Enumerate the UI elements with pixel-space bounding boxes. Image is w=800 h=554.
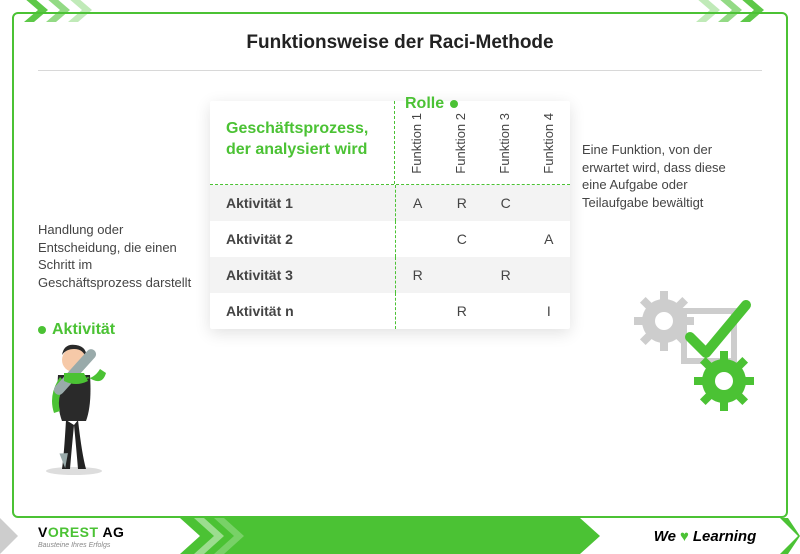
footer-chevron-strip [180, 518, 630, 554]
cell: A [528, 221, 570, 257]
cell: R [395, 257, 440, 293]
table-row: Aktivität n R I [210, 293, 570, 329]
person-illustration-icon [28, 325, 128, 480]
cell: I [528, 293, 570, 329]
footer-bar: VOREST AG Bausteine Ihres Erfolgs We ♥ L… [0, 518, 800, 554]
rolle-description: Eine Funktion, von der erwartet wird, da… [582, 141, 752, 211]
cell [528, 185, 570, 221]
footer-chevron-right-icon [780, 518, 800, 554]
heart-icon: ♥ [680, 528, 689, 545]
aktivitaet-description: Handlung oder Entscheidung, die einen Sc… [38, 221, 198, 291]
left-column: Handlung oder Entscheidung, die einen Sc… [38, 101, 198, 339]
raci-matrix-table: Aktivität 1 A R C Aktivität 2 C A [210, 185, 570, 329]
rolle-dot-icon [450, 100, 458, 108]
we-text: We [654, 528, 676, 545]
cell: A [395, 185, 440, 221]
table-corner-label: Geschäftsprozess, der analysiert wird [210, 101, 395, 184]
cell [528, 257, 570, 293]
content-frame: Funktionsweise der Raci-Methode Handlung… [12, 12, 788, 518]
cell: R [440, 185, 484, 221]
table-header-row: Geschäftsprozess, der analysiert wird Fu… [210, 101, 570, 185]
role-col-4: Funktion 4 [541, 113, 556, 174]
logo: VOREST AG Bausteine Ihres Erfolgs [20, 518, 180, 554]
table-row: Aktivität 1 A R C [210, 185, 570, 221]
divider [38, 70, 762, 71]
right-column: Eine Funktion, von der erwartet wird, da… [582, 101, 752, 211]
cell [440, 257, 484, 293]
gears-icon [614, 281, 764, 426]
cell [395, 293, 440, 329]
table-row: Aktivität 3 R R [210, 257, 570, 293]
cell [395, 221, 440, 257]
logo-v: V [38, 524, 48, 540]
cell: R [484, 257, 528, 293]
rolle-label: Rolle [405, 95, 458, 113]
logo-orest: OREST [48, 524, 99, 540]
we-love-learning: We ♥ Learning [630, 518, 780, 554]
role-col-1: Funktion 1 [409, 113, 424, 174]
page-title: Funktionsweise der Raci-Methode [38, 32, 762, 54]
role-col-2: Funktion 2 [453, 113, 468, 174]
matrix-column: Rolle Geschäftsprozess, der analysiert w… [210, 101, 570, 329]
cell: R [440, 293, 484, 329]
activity-name: Aktivität 3 [210, 257, 395, 293]
logo-subtitle: Bausteine Ihres Erfolgs [38, 542, 124, 549]
cell [484, 221, 528, 257]
activity-name: Aktivität n [210, 293, 395, 329]
raci-table-card: Geschäftsprozess, der analysiert wird Fu… [210, 101, 570, 329]
footer-chevron-left-icon [0, 518, 20, 554]
activity-name: Aktivität 2 [210, 221, 395, 257]
role-header: Funktion 1 Funktion 2 Funktion 3 Funktio… [395, 101, 570, 184]
rolle-label-text: Rolle [405, 95, 444, 113]
cell: C [484, 185, 528, 221]
table-row: Aktivität 2 C A [210, 221, 570, 257]
cell: C [440, 221, 484, 257]
learning-text: Learning [693, 528, 756, 545]
logo-ag: AG [99, 524, 125, 540]
role-col-3: Funktion 3 [497, 113, 512, 174]
activity-name: Aktivität 1 [210, 185, 395, 221]
cell [484, 293, 528, 329]
